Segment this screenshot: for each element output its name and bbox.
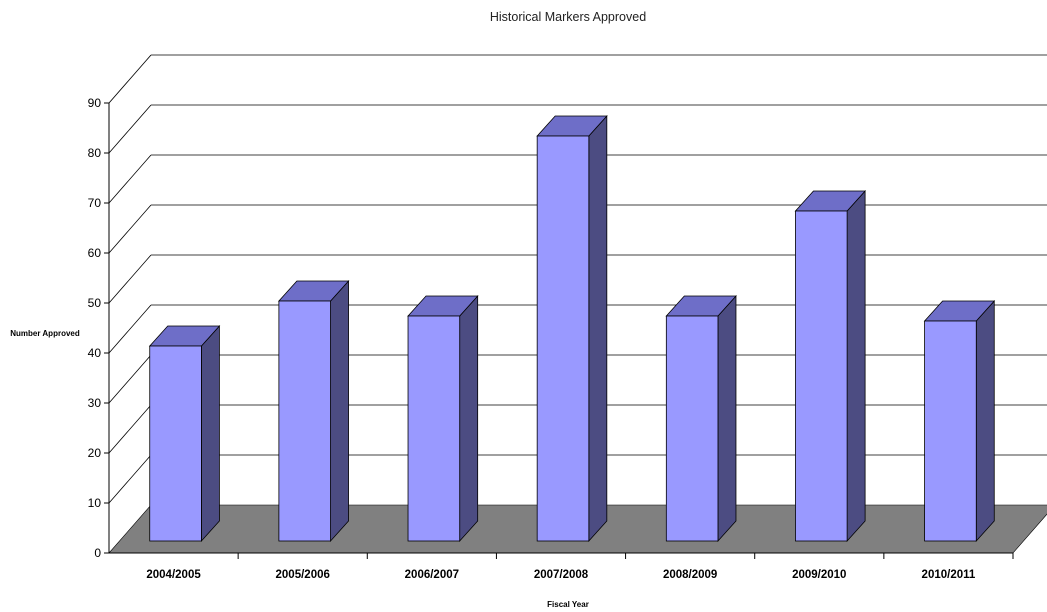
gridline-diagonal xyxy=(108,254,152,304)
y-axis-title: Number Approved xyxy=(10,329,80,338)
chart-title: Historical Markers Approved xyxy=(490,10,646,24)
bar xyxy=(536,135,590,542)
x-tick-label: 2006/2007 xyxy=(405,569,459,581)
x-axis-title: Fiscal Year xyxy=(547,600,589,609)
y-tick-label: 80 xyxy=(88,146,102,160)
y-tick-label: 10 xyxy=(88,496,102,510)
bar-side xyxy=(846,189,866,543)
x-tick-label: 2010/2011 xyxy=(922,569,976,581)
gridline-diagonal xyxy=(108,54,152,104)
bar xyxy=(407,315,461,542)
x-tick-label: 2009/2010 xyxy=(792,569,846,581)
y-tick-label: 90 xyxy=(88,96,102,110)
x-tick-label: 2005/2006 xyxy=(276,569,330,581)
y-tick-label: 0 xyxy=(94,546,101,560)
y-tick-label: 40 xyxy=(88,346,102,360)
bar-side xyxy=(200,324,220,543)
gridline-diagonal xyxy=(108,304,152,354)
x-tick-label: 2008/2009 xyxy=(663,569,717,581)
bar xyxy=(924,320,977,542)
x-tick-label: 2004/2005 xyxy=(146,569,201,581)
y-tick-label: 70 xyxy=(88,196,102,210)
bar-side xyxy=(459,294,479,543)
bar xyxy=(149,345,202,542)
x-tick-label: 2007/2008 xyxy=(534,569,589,581)
y-tick-label: 50 xyxy=(88,296,102,310)
bar-side xyxy=(975,299,995,543)
gridline-diagonal xyxy=(108,404,152,454)
bar-side xyxy=(330,279,349,543)
gridline-diagonal xyxy=(108,204,152,254)
gridline-diagonal xyxy=(108,154,152,204)
y-tick-label: 60 xyxy=(88,246,102,260)
gridline-diagonal xyxy=(108,354,152,404)
gridline-diagonal xyxy=(108,104,152,154)
bar-side xyxy=(717,294,737,543)
bar xyxy=(665,315,719,542)
gridline-diagonal xyxy=(108,454,152,504)
bar-side xyxy=(588,114,608,543)
y-tick-label: 20 xyxy=(88,446,102,460)
bar xyxy=(278,300,331,542)
y-tick-label: 30 xyxy=(88,396,102,410)
bar xyxy=(795,210,848,542)
